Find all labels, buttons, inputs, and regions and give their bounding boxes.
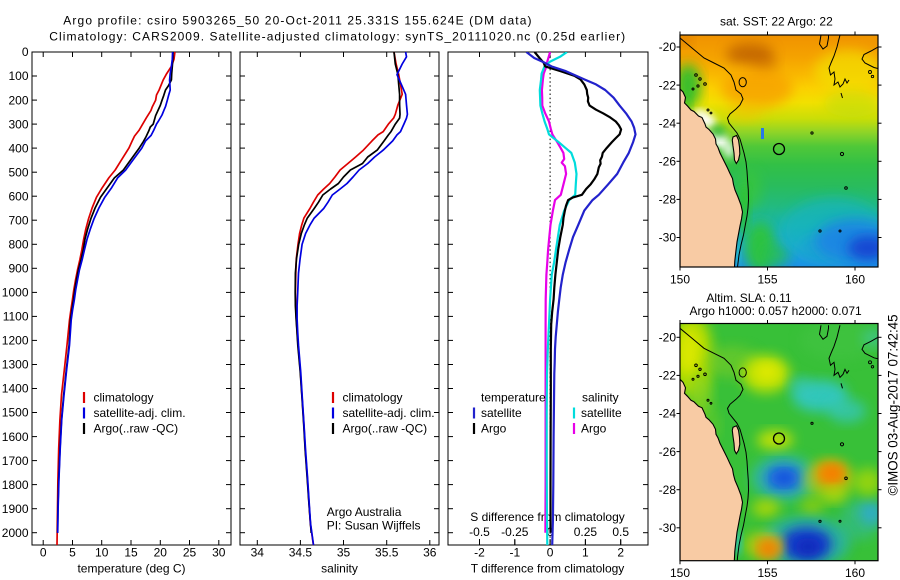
svg-text:-22: -22 bbox=[659, 369, 677, 383]
svg-text:Argo(..raw -QC): Argo(..raw -QC) bbox=[343, 422, 428, 436]
svg-text:-30: -30 bbox=[659, 521, 677, 535]
svg-text:PI: Susan Wijffels: PI: Susan Wijffels bbox=[327, 518, 421, 532]
svg-text:satellite-adj. clim.: satellite-adj. clim. bbox=[94, 406, 186, 420]
svg-text:1000: 1000 bbox=[2, 286, 29, 300]
svg-text:0: 0 bbox=[40, 546, 47, 560]
svg-text:1400: 1400 bbox=[2, 382, 29, 396]
svg-text:-28: -28 bbox=[659, 193, 677, 207]
svg-text:satellite-adj. clim.: satellite-adj. clim. bbox=[343, 406, 435, 420]
svg-text:0.25: 0.25 bbox=[574, 525, 598, 539]
svg-text:155: 155 bbox=[757, 566, 777, 580]
svg-text:-30: -30 bbox=[659, 231, 677, 245]
svg-text:1200: 1200 bbox=[2, 334, 29, 348]
svg-text:150: 150 bbox=[670, 566, 690, 580]
svg-text:0.5: 0.5 bbox=[612, 525, 629, 539]
svg-text:1: 1 bbox=[582, 546, 589, 560]
svg-text:150: 150 bbox=[670, 272, 690, 286]
svg-text:2000: 2000 bbox=[2, 526, 29, 540]
svg-text:5: 5 bbox=[69, 546, 76, 560]
svg-text:©IMOS 03-Aug-2017 07:42:45: ©IMOS 03-Aug-2017 07:42:45 bbox=[886, 314, 900, 495]
svg-text:Argo h1000: 0.057 h2000: 0.071: Argo h1000: 0.057 h2000: 0.071 bbox=[690, 304, 862, 318]
svg-text:salinity: salinity bbox=[321, 562, 358, 576]
svg-text:1700: 1700 bbox=[2, 454, 29, 468]
svg-text:34.5: 34.5 bbox=[289, 546, 313, 560]
svg-text:Altim. SLA: 0.11: Altim. SLA: 0.11 bbox=[706, 291, 791, 305]
svg-text:1800: 1800 bbox=[2, 478, 29, 492]
svg-text:-0.25: -0.25 bbox=[501, 525, 529, 539]
svg-text:34: 34 bbox=[251, 546, 265, 560]
svg-text:800: 800 bbox=[8, 238, 28, 252]
svg-text:30: 30 bbox=[212, 546, 226, 560]
svg-text:Argo(..raw -QC): Argo(..raw -QC) bbox=[94, 422, 179, 436]
svg-text:900: 900 bbox=[8, 262, 28, 276]
svg-text:-20: -20 bbox=[659, 331, 677, 345]
svg-text:Argo: Argo bbox=[481, 422, 507, 436]
svg-text:satellite: satellite bbox=[581, 406, 622, 420]
svg-text:35: 35 bbox=[337, 546, 351, 560]
svg-text:-2: -2 bbox=[474, 546, 485, 560]
svg-text:Argo: Argo bbox=[581, 422, 607, 436]
svg-text:1500: 1500 bbox=[2, 406, 29, 420]
svg-text:Argo Australia: Argo Australia bbox=[327, 505, 402, 519]
svg-text:155: 155 bbox=[757, 272, 777, 286]
svg-text:300: 300 bbox=[8, 117, 28, 131]
svg-text:600: 600 bbox=[8, 189, 28, 203]
svg-text:climatology: climatology bbox=[343, 391, 403, 405]
svg-text:-26: -26 bbox=[659, 445, 677, 459]
svg-text:15: 15 bbox=[124, 546, 138, 560]
svg-text:satellite: satellite bbox=[481, 406, 522, 420]
svg-text:-24: -24 bbox=[659, 407, 677, 421]
svg-text:sat. SST: 22 Argo: 22: sat. SST: 22 Argo: 22 bbox=[720, 14, 833, 28]
svg-text:20: 20 bbox=[154, 546, 168, 560]
svg-text:temperature: temperature bbox=[481, 391, 546, 405]
svg-text:100: 100 bbox=[8, 69, 28, 83]
svg-text:500: 500 bbox=[8, 165, 28, 179]
svg-text:1300: 1300 bbox=[2, 358, 29, 372]
svg-text:0: 0 bbox=[22, 45, 29, 59]
svg-text:1100: 1100 bbox=[3, 310, 29, 324]
svg-text:-28: -28 bbox=[659, 483, 677, 497]
svg-text:climatology: climatology bbox=[94, 391, 154, 405]
svg-text:-22: -22 bbox=[659, 78, 677, 92]
svg-text:-0.5: -0.5 bbox=[469, 525, 490, 539]
svg-text:salinity: salinity bbox=[582, 391, 619, 405]
svg-text:1900: 1900 bbox=[2, 502, 29, 516]
svg-text:36: 36 bbox=[423, 546, 437, 560]
svg-text:-24: -24 bbox=[659, 116, 677, 130]
svg-text:0: 0 bbox=[547, 546, 554, 560]
svg-text:25: 25 bbox=[183, 546, 197, 560]
svg-text:700: 700 bbox=[8, 213, 28, 227]
svg-text:Climatology: CARS2009. Satelli: Climatology: CARS2009. Satellite-adjuste… bbox=[49, 29, 626, 43]
svg-text:-20: -20 bbox=[659, 40, 677, 54]
svg-text:160: 160 bbox=[845, 272, 865, 286]
svg-text:35.5: 35.5 bbox=[375, 546, 399, 560]
svg-text:160: 160 bbox=[845, 566, 865, 580]
svg-text:-1: -1 bbox=[509, 546, 520, 560]
svg-text:400: 400 bbox=[8, 141, 28, 155]
svg-text:-26: -26 bbox=[659, 155, 677, 169]
svg-text:T difference from climatology: T difference from climatology bbox=[471, 562, 625, 576]
svg-text:200: 200 bbox=[8, 93, 28, 107]
svg-text:2: 2 bbox=[617, 546, 624, 560]
svg-text:10: 10 bbox=[95, 546, 109, 560]
svg-text:1600: 1600 bbox=[2, 430, 29, 444]
svg-text:temperature (deg C): temperature (deg C) bbox=[77, 562, 185, 576]
svg-text:Argo profile: csiro 5903265_50: Argo profile: csiro 5903265_50 20-Oct-20… bbox=[63, 13, 532, 27]
